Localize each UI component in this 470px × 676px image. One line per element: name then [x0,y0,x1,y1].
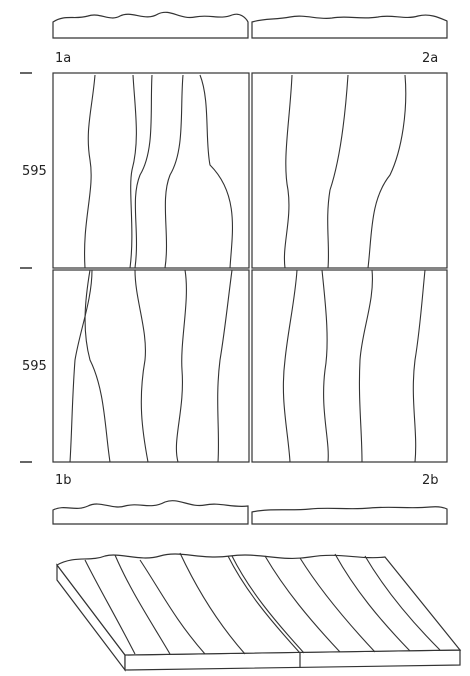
ridge-lines [69,74,426,463]
scale-ticks [20,72,32,463]
scale-label: 595 [22,359,47,374]
profile-top [52,11,448,39]
panels [52,72,448,463]
block-3d [56,552,462,672]
panel-label: 1b [55,473,72,488]
panel-label: 1a [55,51,71,66]
profile-bottom [52,500,448,525]
panel-label: 2b [422,473,439,488]
scale-label: 595 [22,164,47,179]
panel-label: 2a [422,51,438,66]
